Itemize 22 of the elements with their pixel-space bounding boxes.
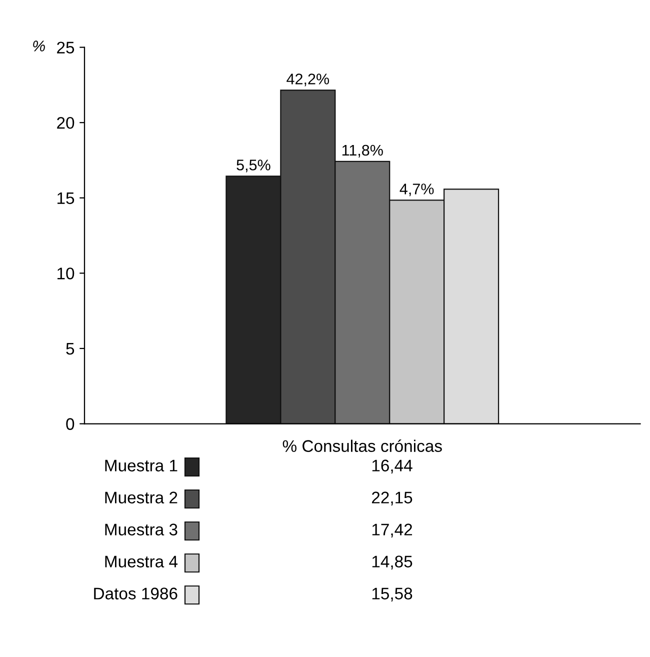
y-axis-title: % (33, 40, 45, 52)
x-axis-title: % Consultas crónicas (282, 440, 442, 452)
text: 17,42 (372, 524, 412, 538)
legend-label: Muestra 1 (105, 460, 178, 472)
legend-label: Muestra 2 (105, 492, 178, 504)
text: 22,15 (372, 492, 412, 506)
legend-label: Muestra 4 (105, 556, 178, 568)
legend-label: Muestra 3 (105, 524, 178, 536)
y-tick-label: 0 (66, 418, 74, 430)
text: 14,85 (372, 556, 412, 570)
annotation: 11,8% (342, 144, 383, 158)
y-tick-label: 5 (66, 343, 74, 355)
text: 16,44 (372, 460, 412, 474)
annotation: 5,5% (236, 160, 270, 172)
y-tick-label: 20 (57, 116, 74, 129)
annotation: 4,7% (400, 184, 434, 196)
y-tick-label: 25 (57, 42, 74, 54)
annotation: 42,2% (286, 74, 330, 86)
y-tick-label: 10 (58, 268, 74, 280)
y-tick-label: 15 (58, 192, 74, 204)
text: 15,58 (372, 588, 412, 602)
legend-label: Datos 1986 (94, 588, 178, 600)
